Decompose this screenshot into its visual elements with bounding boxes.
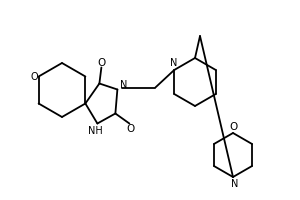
Text: NH: NH xyxy=(88,127,103,136)
Text: O: O xyxy=(31,72,38,82)
Text: N: N xyxy=(231,179,239,189)
Text: O: O xyxy=(126,123,134,134)
Text: N: N xyxy=(120,80,127,90)
Text: N: N xyxy=(169,58,177,68)
Text: O: O xyxy=(229,122,237,132)
Text: O: O xyxy=(97,58,106,68)
